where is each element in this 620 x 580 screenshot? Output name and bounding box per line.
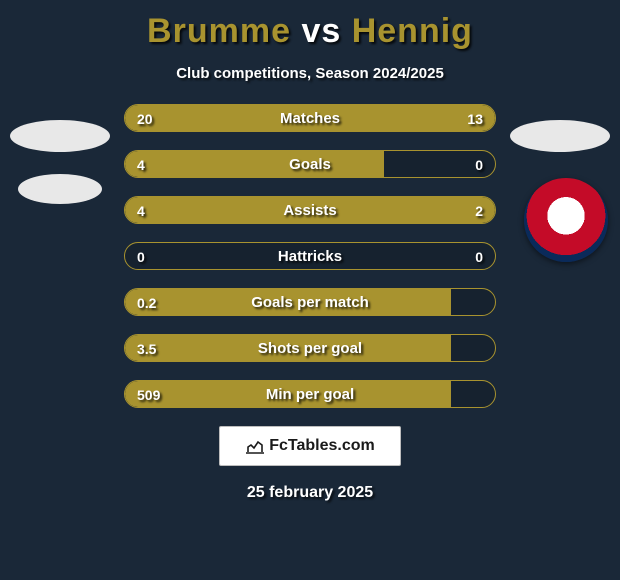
stat-row-shots-per-goal: 3.5Shots per goal <box>124 334 496 362</box>
fctables-label: FcTables.com <box>269 437 375 455</box>
stat-label: Goals per match <box>125 289 495 315</box>
stat-label: Assists <box>125 197 495 223</box>
stat-row-goals: 4Goals0 <box>124 150 496 178</box>
player2-club-crest-placeholder <box>510 120 610 152</box>
unterhaching-crest-icon <box>524 178 608 262</box>
player1-club-crest-placeholder <box>10 120 110 152</box>
title-player2: Hennig <box>352 12 473 50</box>
stat-label: Goals <box>125 151 495 177</box>
stat-label: Shots per goal <box>125 335 495 361</box>
date-text: 25 february 2025 <box>0 484 620 502</box>
stat-value-right: 0 <box>475 243 483 269</box>
page-title: Brumme vs Hennig <box>0 0 620 51</box>
stat-row-assists: 4Assists2 <box>124 196 496 224</box>
stat-value-right: 2 <box>475 197 483 223</box>
title-vs: vs <box>301 12 341 50</box>
stats-comparison: 20Matches134Goals04Assists20Hattricks00.… <box>124 104 496 408</box>
stat-row-hattricks: 0Hattricks0 <box>124 242 496 270</box>
stat-row-matches: 20Matches13 <box>124 104 496 132</box>
chart-icon <box>245 438 265 454</box>
fctables-watermark[interactable]: FcTables.com <box>219 426 401 466</box>
stat-label: Matches <box>125 105 495 131</box>
stat-label: Hattricks <box>125 243 495 269</box>
stat-value-right: 13 <box>467 105 483 131</box>
title-player1: Brumme <box>147 12 291 50</box>
player1-national-crest-placeholder <box>18 174 102 204</box>
stat-value-right: 0 <box>475 151 483 177</box>
stat-label: Min per goal <box>125 381 495 407</box>
stat-row-min-per-goal: 509Min per goal <box>124 380 496 408</box>
stat-row-goals-per-match: 0.2Goals per match <box>124 288 496 316</box>
subtitle: Club competitions, Season 2024/2025 <box>0 65 620 82</box>
